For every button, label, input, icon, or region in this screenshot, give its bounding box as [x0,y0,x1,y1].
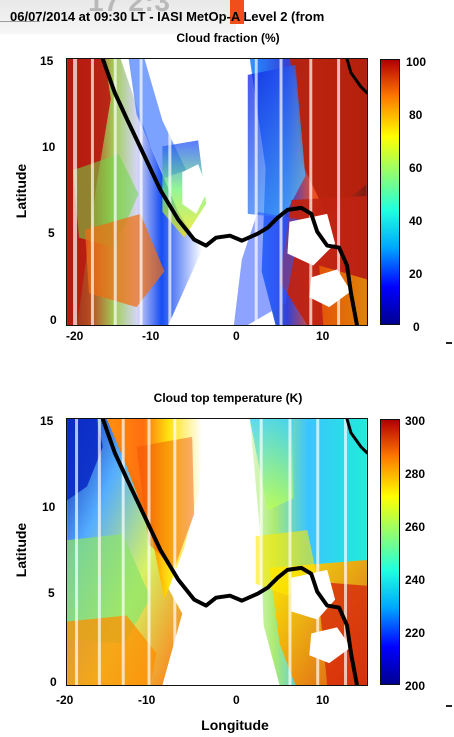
colorbar-tick-label: 200 [405,679,426,693]
panel-title-cloud-top-temperature: Cloud top temperature (K) [153,391,303,405]
colorbar-tick-label: 60 [409,161,423,175]
colorbar-cloud-fraction [380,59,400,325]
x-tick-label: -20 [66,329,84,343]
colorbar-tick-label: 220 [405,626,426,640]
edge-dash-bottom [446,705,452,707]
y-tick-label: 15 [40,414,54,428]
top-accent-block [230,0,244,24]
panel-title-cloud-fraction: Cloud fraction (%) [176,31,280,45]
y-tick-label: 0 [50,675,57,689]
map-panel-cloud-top-temperature [66,418,368,686]
x-tick-label: 10 [316,329,330,343]
colorbar-tick-label: 260 [405,520,426,534]
fragment-rule [0,21,40,22]
y-tick-label: 10 [42,140,56,154]
colorbar-tick-label: 240 [405,573,426,587]
y-tick-label: 5 [48,586,55,600]
colorbar-tick-label: 100 [406,55,427,69]
colorbar-tick-label: 80 [409,108,423,122]
colorbar-tick-label: 0 [413,320,420,334]
colorbar-cloud-top-temperature [380,419,400,685]
edge-dash-top [446,342,452,344]
y-tick-label: 0 [50,313,57,327]
colorbar-tick-label: 40 [409,214,423,228]
y-axis-label-cloud-fraction: Latitude [13,163,29,219]
x-tick-label: -10 [142,329,160,343]
y-axis-label-cloud-top-temperature: Latitude [13,522,29,578]
y-tick-label: 5 [48,226,55,240]
y-tick-label: 10 [42,500,56,514]
cropped-background-text: 17 2:3 [88,0,171,17]
y-tick-label: 15 [40,54,54,68]
x-tick-label: 0 [233,329,240,343]
colorbar-tick-label: 280 [405,467,426,481]
x-tick-label: 10 [316,693,330,707]
colorbar-tick-label: 300 [405,414,426,428]
map-panel-cloud-fraction [66,58,368,326]
x-tick-label: 0 [233,693,240,707]
x-axis-label-cloud-top-temperature: Longitude [201,717,269,733]
colorbar-tick-label: 20 [409,267,423,281]
x-tick-label: -20 [56,693,74,707]
figure-title: 06/07/2014 at 09:30 LT - IASI MetOp-A Le… [10,9,325,24]
cropped-background-fragment: 17 2:3 [0,0,236,34]
cloud-fraction-map [67,59,367,325]
x-tick-label: -10 [138,693,156,707]
cloud-top-temperature-map [67,419,367,685]
